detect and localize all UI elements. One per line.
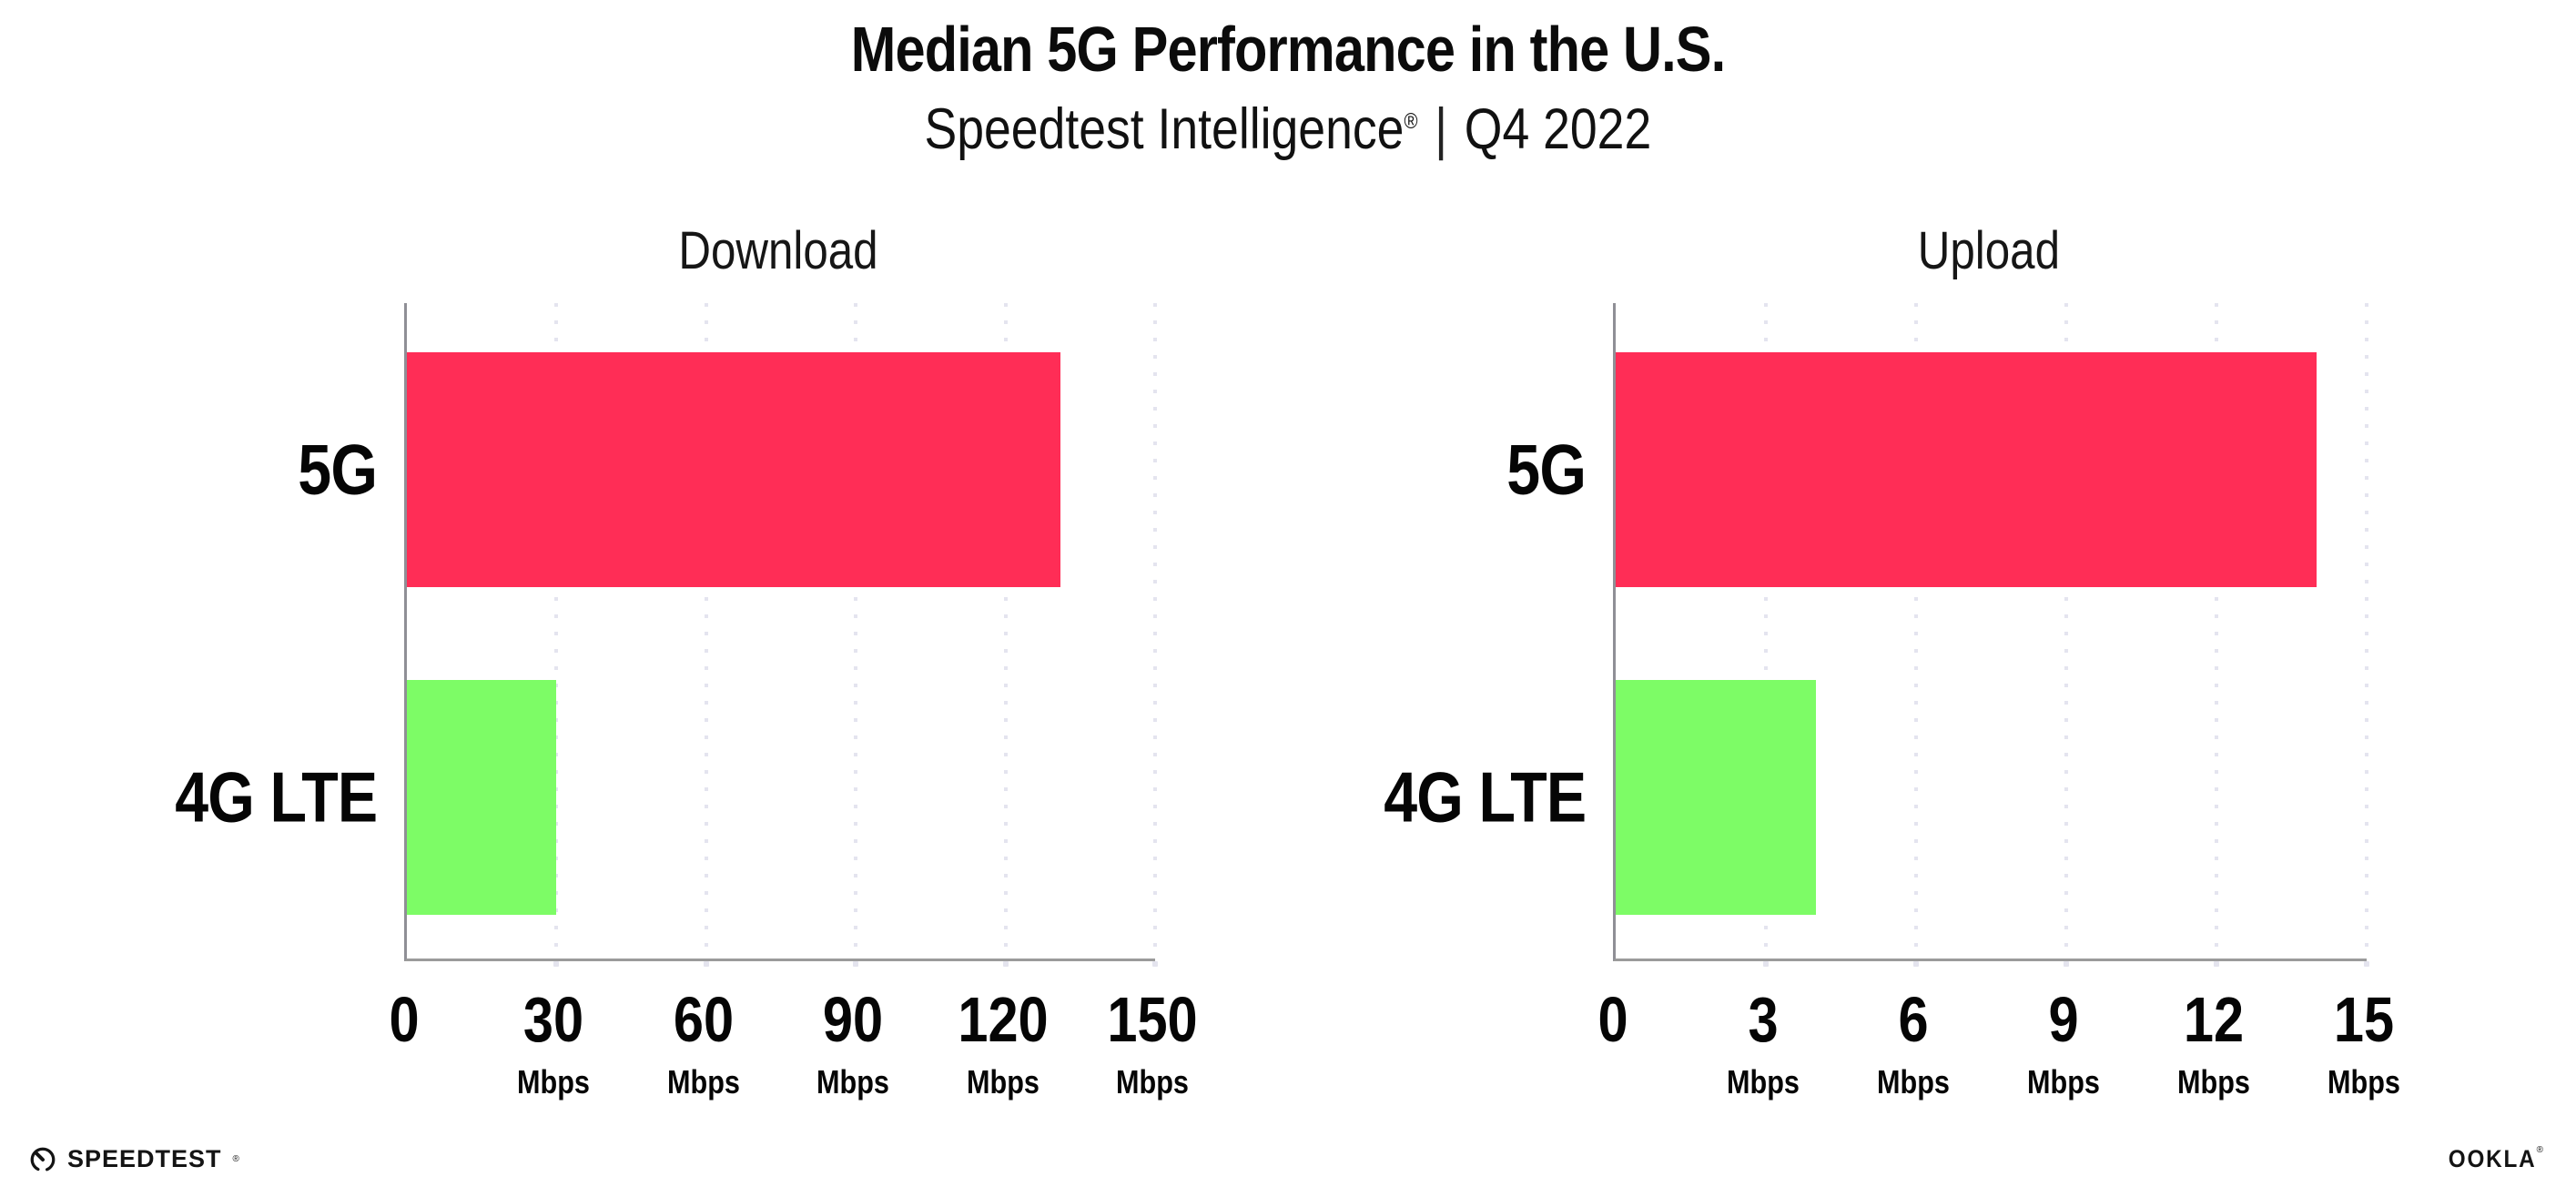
gridline [1002,303,1009,967]
x-tick-value: 90 [823,984,884,1055]
x-tick: 60 Mbps [661,988,746,1099]
x-tick: 6 Mbps [1871,988,1956,1099]
y-axis-labels: 5G 4G LTE [1313,303,1587,959]
x-tick-unit: Mbps [1727,1063,1800,1101]
x-tick: 120 Mbps [949,988,1056,1099]
chart-title: Upload [1917,221,2060,280]
x-tick-unit: Mbps [666,1063,740,1101]
category-label-4g-lte: 4G LTE [1383,756,1587,837]
chart-panel: Upload 5G 4G LTE 0 3 Mbps 6 Mbps 9 Mbps 12 Mbps 15… [1313,209,2428,1165]
subtitle-divider: | [1435,97,1448,161]
gridline [2064,303,2069,967]
subtitle-period: Q4 2022 [1464,97,1652,161]
x-tick: 9 Mbps [2021,988,2106,1099]
x-tick-value: 9 [2048,984,2079,1055]
x-tick-value: 120 [957,984,1049,1055]
subtitle-inner: Speedtest Intelligence® | Q4 2022 [925,96,1652,162]
x-tick-value: 12 [2183,984,2245,1055]
gauge-icon [30,1147,56,1172]
x-axis: 0 30 Mbps 60 Mbps 90 Mbps 120 Mbps 150 Mbps [104,988,1216,1142]
subtitle-product: Speedtest Intelligence [924,97,1405,161]
gridline [853,303,859,967]
x-tick-unit: Mbps [2027,1063,2100,1101]
x-tick-value: 150 [1107,984,1198,1055]
page-title-text: Median 5G Performance in the U.S. [850,14,1726,85]
gridline [2214,303,2219,967]
speedtest-logo: SPEEDTEST ® [29,1145,239,1173]
gridline [553,303,560,967]
y-axis-labels: 5G 4G LTE [104,303,378,959]
x-tick-unit: Mbps [1116,1063,1189,1101]
x-tick-value: 15 [2333,984,2395,1055]
ookla-registered-mark: ® [2536,1145,2543,1155]
x-tick-unit: Mbps [966,1063,1040,1101]
x-tick-value: 30 [523,984,584,1055]
x-tick: 3 Mbps [1720,988,1806,1099]
x-tick: 12 Mbps [2171,988,2257,1099]
registered-mark: ® [1404,109,1418,134]
x-tick: 30 Mbps [511,988,596,1099]
gridline [1152,303,1158,967]
x-tick-value: 0 [1597,984,1628,1055]
bar-4g-lte [407,680,557,915]
category-label-5g: 5G [298,429,378,510]
x-tick-unit: Mbps [816,1063,890,1101]
gridline [703,303,709,967]
bar-5g [1616,352,2317,587]
chart-title-wrap: Upload [1613,222,2364,280]
x-tick: 0 [1596,988,1631,1051]
x-tick: 15 Mbps [2321,988,2407,1099]
x-tick-unit: Mbps [517,1063,591,1101]
bar-4g-lte [1616,680,1816,915]
x-tick-unit: Mbps [2177,1063,2250,1101]
x-tick-value: 3 [1748,984,1779,1055]
chart-panel: Download 5G 4G LTE 0 30 Mbps 60 Mbps 90 Mbps 120… [104,209,1216,1165]
plot-area [1613,303,2369,967]
x-tick-unit: Mbps [2328,1063,2400,1101]
x-tick-unit: Mbps [1877,1063,1950,1101]
ookla-logo: OOKLA® [2439,1145,2543,1173]
x-tick-value: 6 [1898,984,1929,1055]
x-axis: 0 3 Mbps 6 Mbps 9 Mbps 12 Mbps 15 Mbps [1313,988,2428,1142]
gridline [2364,303,2369,967]
x-tick-value: 60 [673,984,734,1055]
x-tick: 0 [387,988,422,1051]
bar-5g [407,352,1060,587]
plot-area [404,303,1158,967]
gridline [1763,303,1769,967]
x-tick: 150 Mbps [1100,988,1206,1099]
speedtest-registered-mark: ® [232,1154,239,1164]
gridline [1913,303,1919,967]
category-label-5g: 5G [1506,429,1587,510]
page-title: Median 5G Performance in the U.S. [0,15,2576,85]
category-label-4g-lte: 4G LTE [174,756,378,837]
x-tick-value: 0 [389,984,420,1055]
chart-title: Download [678,221,878,280]
ookla-wordmark: OOKLA [2448,1145,2537,1172]
x-tick: 90 Mbps [810,988,896,1099]
speedtest-wordmark: SPEEDTEST [67,1145,222,1172]
chart-title-wrap: Download [404,222,1152,280]
page-subtitle: Speedtest Intelligence® | Q4 2022 [0,96,2576,162]
